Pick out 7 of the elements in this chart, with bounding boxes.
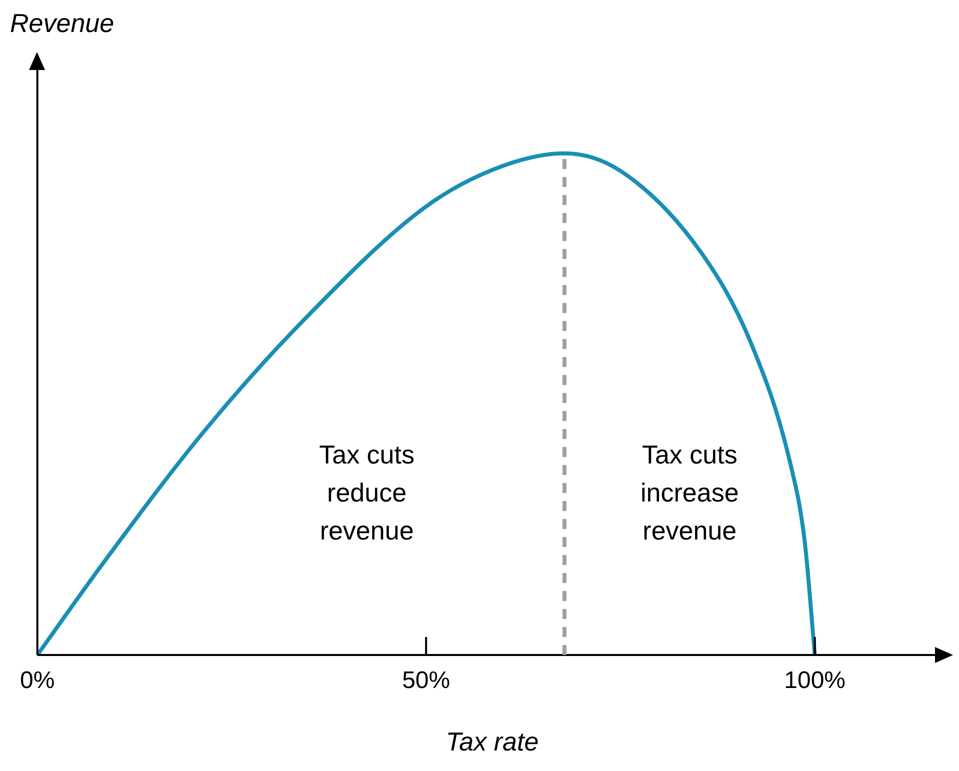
x-tick-label: 100% [784, 667, 846, 694]
x-tick-label: 0% [20, 667, 55, 694]
annotation: Tax cuts increase revenue [640, 440, 739, 546]
y-axis-title: Revenue [10, 8, 114, 38]
annotation: Tax cuts reduce revenue [319, 440, 414, 546]
x-axis-title: Tax rate [446, 726, 539, 757]
x-tick-label: 50% [402, 667, 450, 694]
